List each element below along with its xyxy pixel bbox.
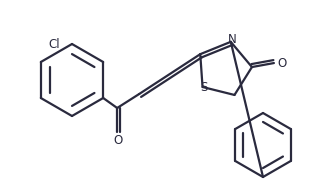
Text: O: O bbox=[114, 134, 123, 146]
Text: N: N bbox=[227, 33, 236, 46]
Text: S: S bbox=[200, 82, 207, 94]
Text: O: O bbox=[277, 56, 287, 70]
Text: Cl: Cl bbox=[48, 38, 60, 50]
